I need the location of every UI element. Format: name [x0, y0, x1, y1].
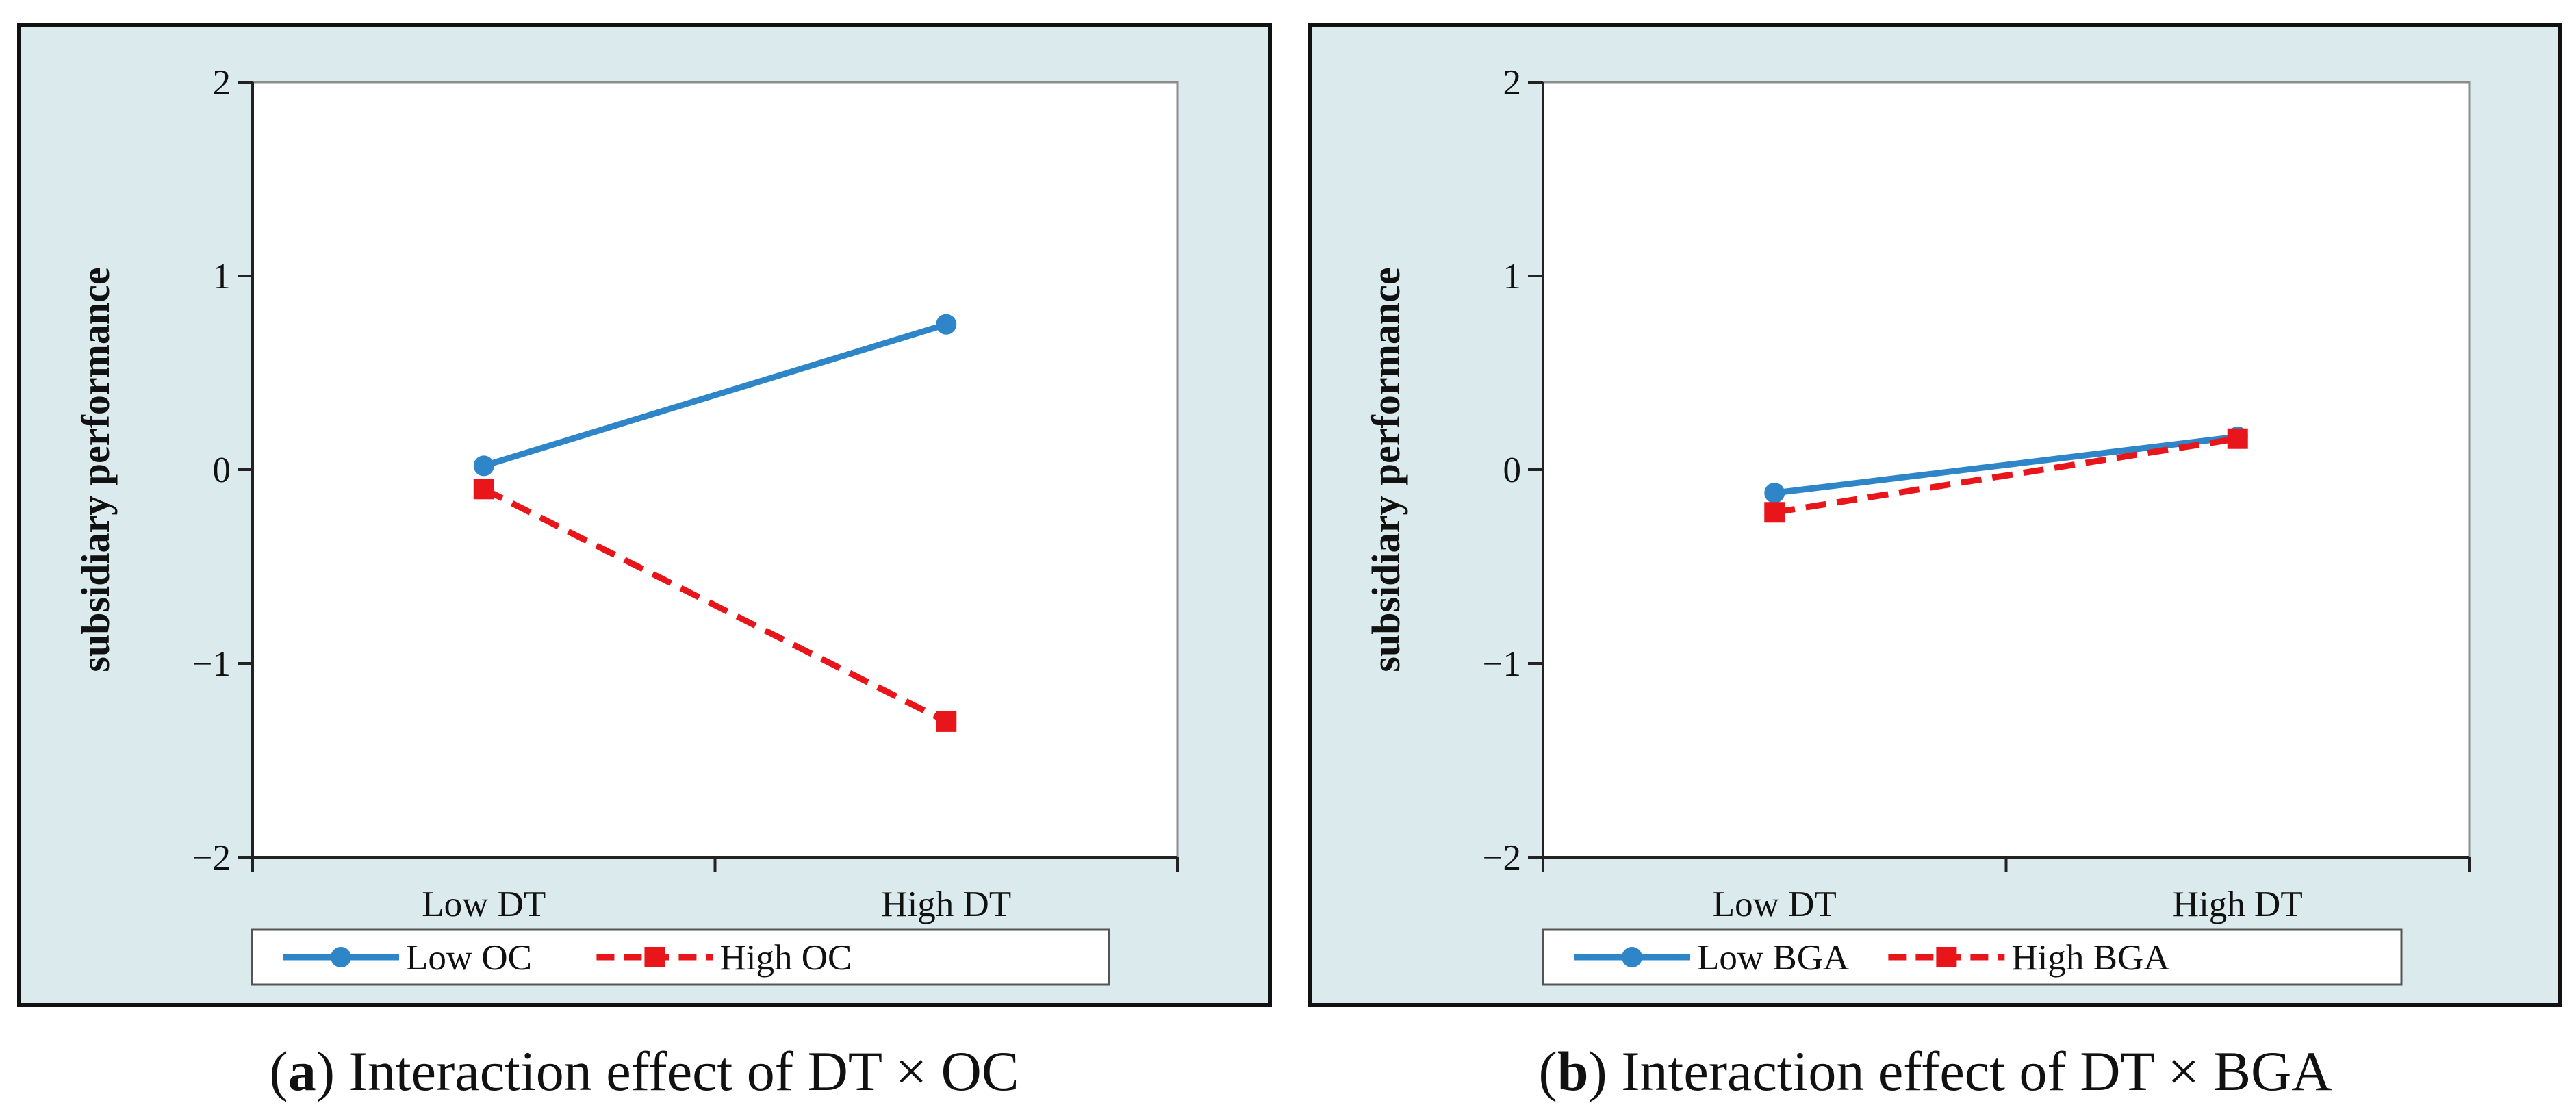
- series-line-2: [1774, 435, 2239, 516]
- chart-panel-b: −2 −1 0 1 2 Low DT High DT subsidiary performan…: [1308, 23, 2562, 1007]
- x-tick-label: Low DT: [1713, 885, 1837, 924]
- panel-caption: (b) Interaction effect of DT × BGA: [1539, 1040, 2332, 1102]
- y-tick-label: −1: [192, 644, 231, 684]
- series-line-1: [1774, 433, 2239, 496]
- data-point-square: [1764, 502, 1785, 523]
- data-point-square: [2227, 428, 2248, 449]
- y-axis-title: subsidiary performance: [73, 267, 118, 672]
- legend-marker-circle: [1622, 947, 1642, 967]
- data-point-square: [473, 479, 494, 500]
- legend-label: High BGA: [2011, 938, 2169, 978]
- legend-marker-square: [644, 947, 665, 967]
- chart-panel-a: −2 −1 0 1 2 Low DT High DT subsidiary performan…: [17, 23, 1272, 1007]
- legend-label: Low BGA: [1697, 938, 1849, 978]
- legend-marker-square: [1936, 947, 1957, 967]
- y-tick-label: −2: [1483, 838, 1521, 878]
- y-tick-label: 1: [213, 257, 231, 296]
- data-point-circle: [473, 455, 494, 477]
- x-tick-label: Low DT: [422, 885, 546, 924]
- y-tick-label: −1: [1483, 644, 1521, 684]
- data-point-circle: [936, 314, 957, 335]
- series-line-1: [483, 321, 947, 469]
- y-tick-label: 0: [213, 451, 231, 490]
- y-tick-label: 2: [1503, 63, 1522, 103]
- y-tick-label: 1: [1503, 257, 1522, 296]
- x-tick-label: High DT: [881, 885, 1011, 924]
- series-line-2: [482, 486, 948, 724]
- legend-label: Low OC: [406, 938, 532, 978]
- panel-caption: (a) Interaction effect of DT × OC: [269, 1040, 1019, 1102]
- x-tick-label: High DT: [2173, 885, 2303, 924]
- y-tick-label: 0: [1503, 451, 1522, 490]
- legend-label: High OC: [719, 938, 852, 978]
- data-point-square: [936, 711, 957, 732]
- data-point-circle: [1764, 482, 1785, 503]
- y-tick-label: 2: [213, 63, 231, 103]
- y-axis-title: subsidiary performance: [1364, 267, 1408, 672]
- y-tick-label: −2: [192, 838, 231, 878]
- legend-marker-circle: [331, 947, 351, 967]
- plot-area: [251, 81, 1179, 859]
- plot-area: [1542, 81, 2471, 859]
